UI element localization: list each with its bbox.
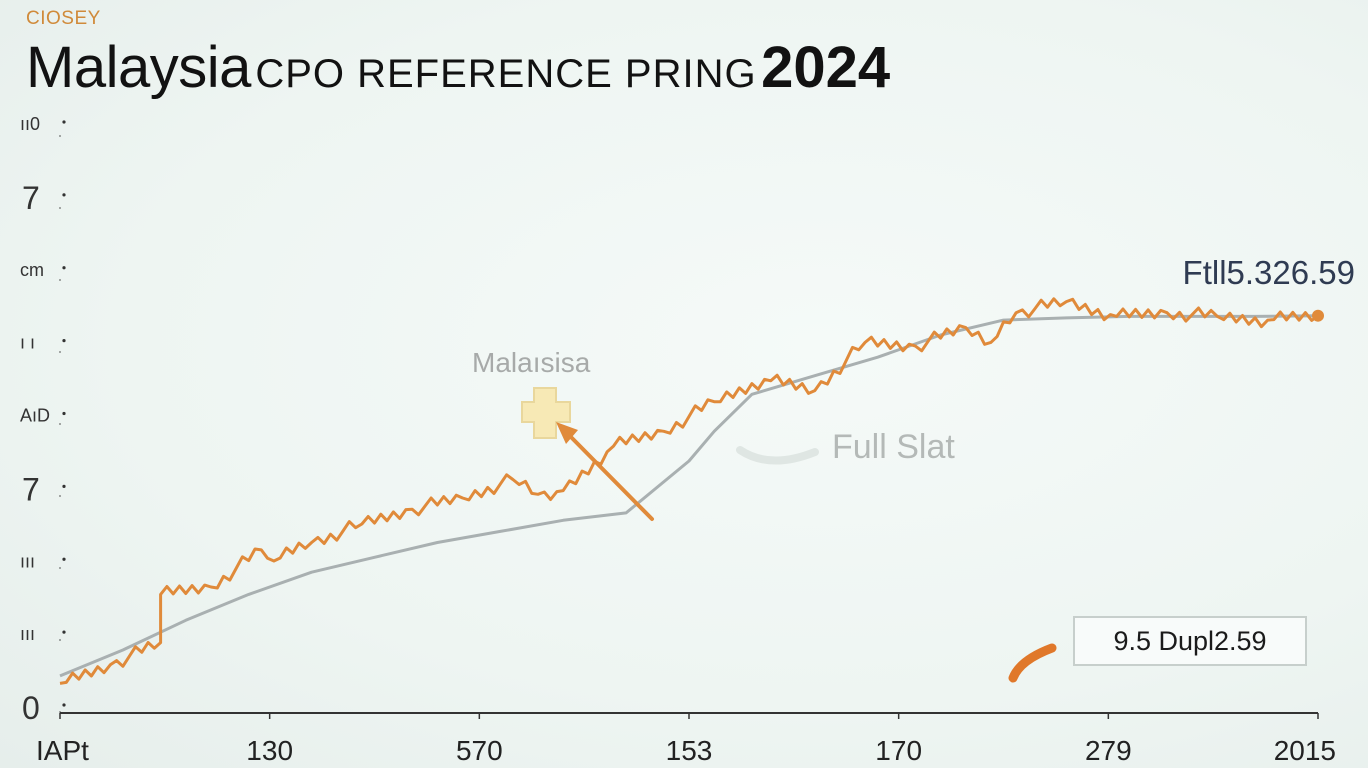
full-stat-annotation: Full Slat bbox=[832, 428, 955, 466]
x-tick-label: 2015 bbox=[1274, 735, 1336, 766]
y-tick-mark bbox=[62, 120, 66, 124]
y-tick-mark bbox=[62, 484, 66, 488]
y-tick-mark bbox=[62, 193, 66, 197]
x-tick-label: 279 bbox=[1085, 735, 1132, 766]
y-tick-label: cm bbox=[20, 260, 44, 280]
price-series-line bbox=[59, 297, 1319, 685]
y-tick-label: ııı bbox=[20, 551, 35, 571]
title-year: 2024 bbox=[761, 35, 891, 100]
y-tick-label: ı ı bbox=[20, 333, 35, 353]
y-tick-mark bbox=[62, 339, 66, 343]
series-end-dot bbox=[1312, 309, 1324, 322]
y-tick-mark bbox=[62, 630, 66, 634]
full-stat-arrow-icon bbox=[736, 446, 819, 465]
chart-title: Malaysia CPO REFERENCE PRING 2024 bbox=[26, 28, 890, 108]
y-tick-label: ıı0 bbox=[20, 114, 40, 134]
x-tick-label: 170 bbox=[875, 735, 922, 766]
latest-value-label: Ftll5.326.59 bbox=[1183, 254, 1355, 291]
y-tick-label: 7 bbox=[22, 180, 40, 216]
marker-annotation-label: Malaısisa bbox=[472, 347, 591, 378]
title-mid: CPO REFERENCE PRING bbox=[255, 52, 757, 96]
value-box: 9.5 Dupl2.59 bbox=[1073, 616, 1307, 666]
chart-kicker: CIOSEY bbox=[26, 8, 101, 29]
y-tick-mark bbox=[62, 703, 66, 707]
marker-badge-icon bbox=[521, 387, 571, 439]
title-main: Malaysia bbox=[26, 35, 251, 100]
y-tick-mark bbox=[62, 411, 66, 416]
y-tick-mark bbox=[62, 266, 66, 270]
x-tick-label: 570 bbox=[456, 735, 503, 766]
marker-arrow-head-icon bbox=[556, 422, 578, 444]
x-tick-label: IAPt bbox=[36, 735, 89, 766]
swoosh-icon bbox=[1008, 643, 1057, 683]
x-tick-label: 130 bbox=[246, 735, 293, 766]
y-tick-label: AıD bbox=[20, 406, 50, 426]
marker-arrow-line bbox=[564, 430, 654, 521]
y-tick-label: ııı bbox=[20, 624, 35, 644]
y-tick-mark bbox=[62, 557, 66, 561]
x-tick-label: 153 bbox=[666, 735, 713, 766]
trend-series-line bbox=[59, 314, 1319, 678]
y-tick-label: 7 bbox=[22, 471, 40, 507]
y-tick-label: 0 bbox=[22, 690, 40, 726]
